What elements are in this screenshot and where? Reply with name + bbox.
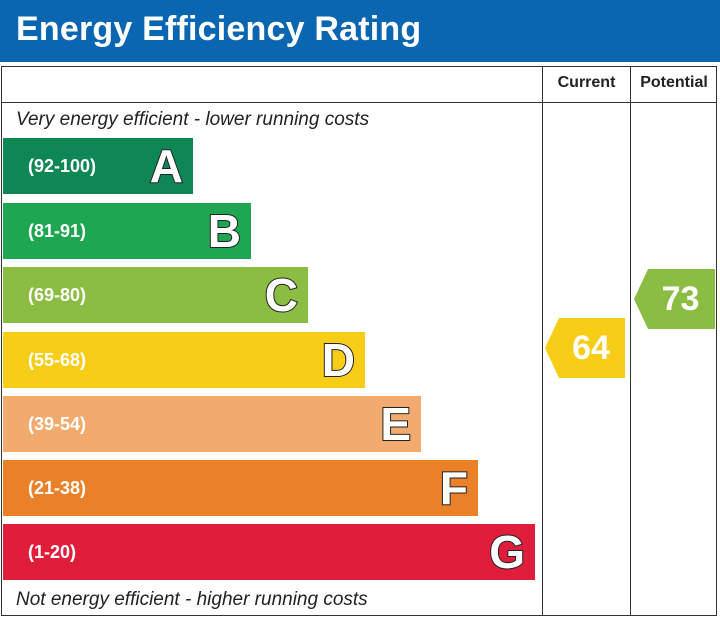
band-range-label: (69-80) [28,285,87,305]
band-range-label: (92-100) [28,156,97,176]
band-f: (21-38) F [3,460,478,516]
band-letter-label: B [207,204,242,258]
band-c: (69-80) C [3,267,308,323]
current-rating-value: 64 [572,329,610,367]
current-column-header: Current [557,74,616,91]
bottom-note: Not energy efficient - higher running co… [16,589,368,610]
potential-rating-arrow: 73 [634,269,715,329]
band-b: (81-91) B [3,203,251,259]
band-range-label: (55-68) [28,350,87,370]
band-a: (92-100) A [3,138,193,194]
band-letter-label: D [321,333,356,387]
header-row-divider [1,102,717,103]
band-range-label: (1-20) [28,542,77,562]
chart-title: Energy Efficiency Rating [16,10,422,48]
current-column-divider [542,66,543,616]
band-letter-label: C [264,268,299,322]
potential-column-header: Potential [640,74,708,91]
band-letter-label: F [439,461,469,515]
band-g: (1-20) G [3,524,535,580]
band-range-label: (81-91) [28,221,87,241]
band-letter-label: A [149,139,184,193]
band-letter-label: G [488,525,526,579]
chart-frame [1,66,717,616]
potential-column-divider [630,66,631,616]
band-letter-label: E [379,397,412,451]
band-range-label: (21-38) [28,478,87,498]
header-bar: Energy Efficiency Rating [0,0,720,62]
band-range-label: (39-54) [28,414,87,434]
band-e: (39-54) E [3,396,421,452]
current-rating-arrow: 64 [545,318,625,378]
top-note: Very energy efficient - lower running co… [16,109,370,130]
potential-rating-value: 73 [661,280,700,318]
band-d: (55-68) D [3,332,365,388]
